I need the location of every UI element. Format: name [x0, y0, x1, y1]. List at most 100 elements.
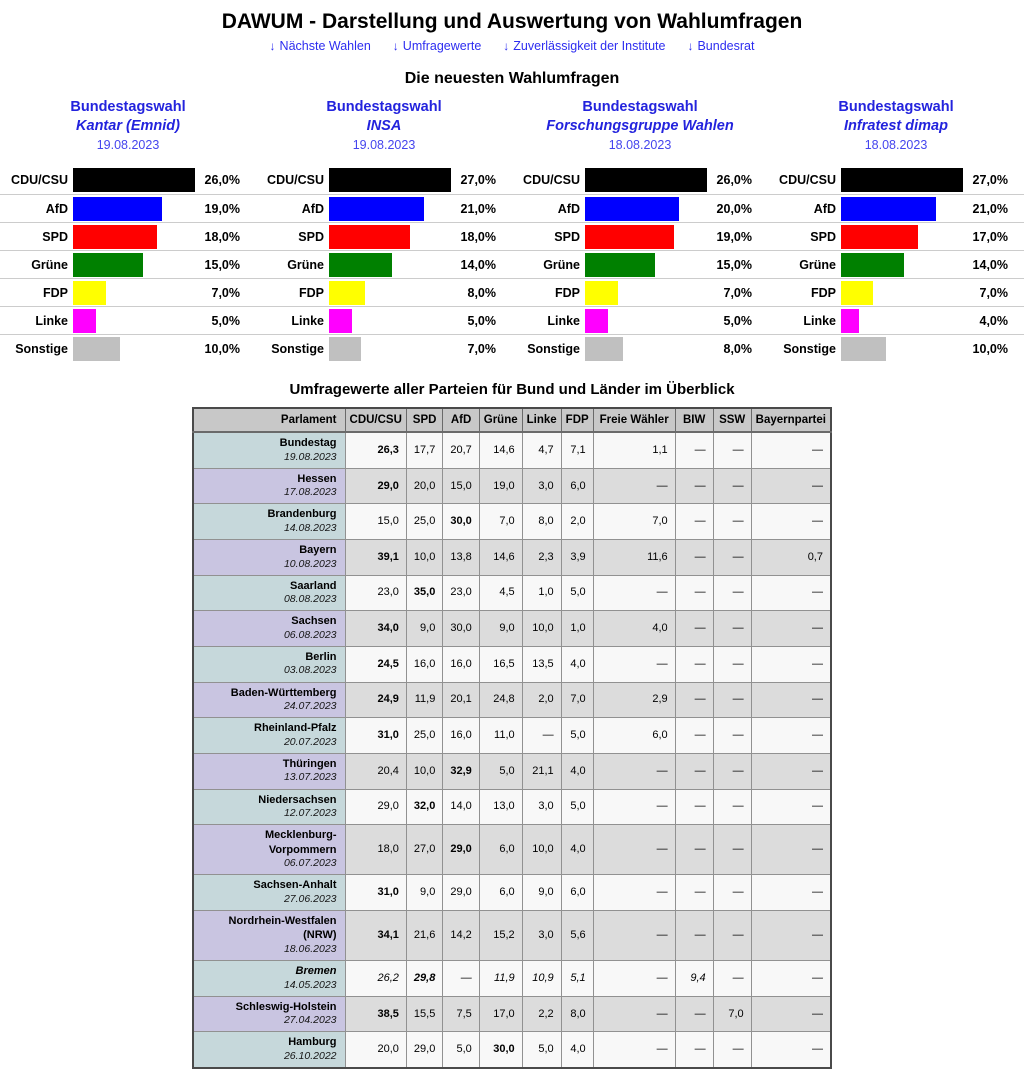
afd-bar	[841, 196, 936, 221]
party-label: SPD	[42, 229, 68, 244]
party-value: 19,0%	[716, 229, 752, 244]
nav-link-label: Zuverlässigkeit der Institute	[513, 39, 666, 53]
value-cell: —	[712, 960, 752, 997]
spd-bar	[841, 224, 918, 249]
bar-track	[585, 224, 707, 249]
parliament-cell: Mecklenburg-Vorpommern 06.07.2023	[192, 824, 346, 876]
value-cell: 20,7	[442, 431, 480, 469]
poll-date: 18.08.2023	[864, 138, 928, 153]
sonstige-bar	[841, 336, 887, 361]
value-cell: 13,8	[442, 539, 480, 576]
value-cell: 10,0	[405, 539, 444, 576]
bar-row: CDU/CSU 26,0%	[0, 166, 256, 194]
value-cell: 17,0	[478, 995, 523, 1033]
party-label: Grüne	[31, 257, 68, 272]
value-cell: 4,0	[560, 1031, 594, 1069]
institute-link[interactable]: Infratest dimap	[844, 117, 948, 134]
sonstige-bar	[585, 336, 623, 361]
party-label: CDU/CSU	[11, 173, 68, 188]
latest-polls-heading: Die neuesten Wahlumfragen	[404, 70, 620, 87]
parliament-name: Schleswig-Holstein	[235, 1000, 337, 1013]
institute-link[interactable]: Forschungsgruppe Wahlen	[546, 117, 734, 134]
value-cell: 11,0	[478, 717, 523, 754]
bar-row: Linke 5,0%	[256, 306, 512, 334]
party-value: 5,0%	[467, 313, 497, 328]
nav-link-bundesrat[interactable]: ↓ Bundesrat	[687, 39, 754, 53]
top-nav: ↓ Nächste Wahlen ↓ Umfragewerte ↓ Zuverlässig…	[0, 37, 1024, 55]
party-label: Grüne	[799, 257, 836, 272]
value-cell: 1,1	[592, 431, 676, 469]
value-cell: 29,0	[442, 824, 480, 876]
nav-link-umfragewerte[interactable]: ↓ Umfragewerte	[393, 39, 482, 53]
party-label: Linke	[803, 313, 836, 328]
institute-link[interactable]: INSA	[366, 117, 402, 134]
election-link[interactable]: Bundestagswahl	[582, 99, 698, 115]
grune-bar	[329, 252, 393, 277]
poll-date: 27.04.2023	[283, 1014, 337, 1027]
bar-track	[841, 224, 963, 249]
grune-bar	[585, 252, 656, 277]
bar-track	[585, 168, 707, 193]
value-cell: 4,7	[521, 431, 562, 469]
value-cell: 24,9	[344, 681, 407, 719]
linke-bar	[841, 308, 860, 333]
value-cell: —	[712, 503, 752, 541]
parliament-cell: Sachsen-Anhalt 27.06.2023	[192, 874, 346, 911]
table-row: Hessen 17.08.2023 29,0 20,0 15,0 19,0 3,0 6,0— —…	[192, 467, 832, 505]
value-cell: —	[442, 960, 480, 997]
table-row: Baden-Württemberg 24.07.2023 24,9 11,9 20,1 2…	[192, 681, 832, 719]
election-link[interactable]: Bundestagswahl	[838, 99, 954, 115]
value-cell: 5,0	[442, 1031, 480, 1069]
column-header-freiewhler: Freie Wähler	[592, 407, 676, 434]
value-cell: —	[592, 1031, 676, 1069]
fdp-bar	[841, 280, 873, 305]
value-cell: —	[712, 752, 752, 790]
value-cell: —	[750, 681, 832, 719]
value-cell: —	[712, 539, 752, 576]
spd-bar	[329, 224, 411, 249]
nav-link-zuverlaessigkeit-der-institute[interactable]: ↓ Zuverlässigkeit der Institute	[503, 39, 665, 53]
election-link[interactable]: Bundestagswahl	[326, 99, 442, 115]
nav-link-naechste-wahlen[interactable]: ↓ Nächste Wahlen	[270, 39, 371, 53]
table-row: Berlin 03.08.2023 24,5 16,0 16,0 16,5 13,5 4,0—…	[192, 645, 832, 683]
poll-chart-header: Bundestagswahl Kantar (Emnid) 19.08.2023	[0, 98, 256, 153]
value-cell: —	[750, 824, 832, 876]
party-value: 18,0%	[460, 229, 496, 244]
party-value: 7,0%	[211, 285, 241, 300]
nav-link-label: Umfragewerte	[402, 39, 482, 53]
party-label: Linke	[35, 313, 68, 328]
party-value: 7,0%	[467, 341, 497, 356]
parliament-cell: Bayern 10.08.2023	[192, 539, 346, 576]
bar-track	[841, 196, 963, 221]
bar-track	[329, 308, 451, 333]
value-cell: 13,5	[521, 645, 562, 683]
table-row: Brandenburg 14.08.2023 15,0 25,0 30,0 7,0 8,0 2…	[192, 503, 832, 541]
bar-row: AfD 21,0%	[256, 194, 512, 222]
party-value: 8,0%	[467, 285, 497, 300]
party-label: SPD	[298, 229, 324, 244]
sonstige-bar	[73, 336, 120, 361]
bar-track	[73, 252, 195, 277]
value-cell: 11,9	[405, 681, 444, 719]
value-cell: 6,0	[478, 874, 523, 911]
value-cell: —	[712, 645, 752, 683]
value-cell: 8,0	[521, 503, 562, 541]
value-cell: —	[674, 645, 714, 683]
value-cell: 9,0	[405, 610, 444, 647]
cducsu-bar	[73, 168, 195, 193]
value-cell: —	[712, 788, 752, 826]
value-cell: 4,0	[560, 645, 594, 683]
parliament-cell: Thüringen 13.07.2023	[192, 752, 346, 790]
poll-bars: CDU/CSU 26,0% AfD 19,0% SPD 18,0% Grüne 15,0% FD…	[0, 166, 256, 362]
party-label: Grüne	[287, 257, 324, 272]
value-cell: —	[674, 610, 714, 647]
value-cell: 7,1	[560, 431, 594, 469]
value-cell: 38,5	[344, 995, 407, 1033]
institute-link[interactable]: Kantar (Emnid)	[76, 117, 180, 134]
value-cell: 7,0	[478, 503, 523, 541]
value-cell: —	[592, 995, 676, 1033]
party-label: FDP	[43, 285, 68, 300]
party-value: 10,0%	[204, 341, 240, 356]
election-link[interactable]: Bundestagswahl	[70, 99, 186, 115]
table-row: Mecklenburg-Vorpommern 06.07.2023 18,0 27,0…	[192, 824, 832, 876]
